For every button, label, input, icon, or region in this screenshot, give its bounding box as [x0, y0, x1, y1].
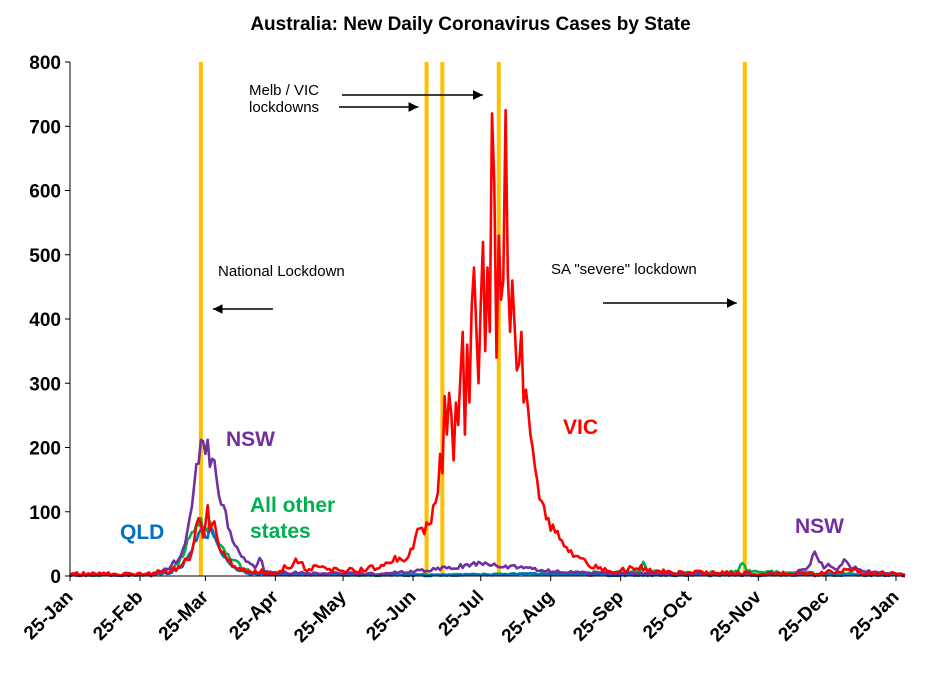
- x-tick-label-0: 25-Jan: [20, 587, 77, 644]
- series-label-other-4: All other: [250, 494, 335, 517]
- y-tick-label-0: 0: [50, 567, 61, 588]
- x-tick-label-11: 25-Dec: [775, 586, 834, 645]
- annotation-national-lockdown: National Lockdown: [218, 263, 345, 280]
- annotation-melb-vic: Melb / VIC: [249, 82, 319, 99]
- y-tick-label-5: 500: [29, 246, 61, 267]
- x-tick-label-5: 25-Jun: [362, 587, 420, 645]
- chart-title: Australia: New Daily Coronavirus Cases b…: [250, 14, 691, 35]
- y-tick-label-3: 300: [29, 374, 61, 395]
- x-tick-label-7: 25-Aug: [498, 587, 558, 647]
- x-tick-label-3: 25-Apr: [225, 586, 283, 644]
- x-tick-label-2: 25-Mar: [155, 586, 214, 645]
- annotation-lockdowns: lockdowns: [249, 99, 319, 116]
- annotation-sa-lockdown: SA "severe" lockdown: [551, 261, 697, 278]
- x-tick-label-12: 25-Jan: [846, 587, 903, 644]
- x-tick-label-9: 25-Oct: [639, 586, 696, 643]
- series-label-nsw-2: NSW: [795, 515, 844, 538]
- series-label-vic-0: VIC: [563, 416, 598, 439]
- series-line-nsw: [69, 438, 905, 578]
- y-tick-label-4: 400: [29, 310, 61, 331]
- y-tick-label-1: 100: [29, 503, 61, 524]
- series-layer: [69, 108, 906, 578]
- series-label-other-5: states: [250, 520, 311, 543]
- y-tick-label-8: 800: [29, 53, 61, 74]
- lockdown-lines: [198, 62, 747, 576]
- series-labels: VIC NSW NSW QLD All other states: [120, 416, 844, 544]
- x-tick-label-4: 25-May: [290, 586, 351, 647]
- series-label-qld-3: QLD: [120, 521, 164, 544]
- x-tick-label-1: 25-Feb: [89, 587, 147, 645]
- series-label-nsw-1: NSW: [226, 428, 275, 451]
- axes: [69, 62, 905, 577]
- series-line-vic: [69, 108, 906, 578]
- x-tick-label-8: 25-Sep: [569, 587, 628, 646]
- y-tick-label-2: 200: [29, 439, 61, 460]
- x-tick-label-6: 25-Jul: [435, 587, 489, 641]
- y-tick-label-6: 600: [29, 182, 61, 203]
- y-tick-label-7: 700: [29, 117, 61, 138]
- x-tick-label-10: 25-Nov: [706, 586, 766, 646]
